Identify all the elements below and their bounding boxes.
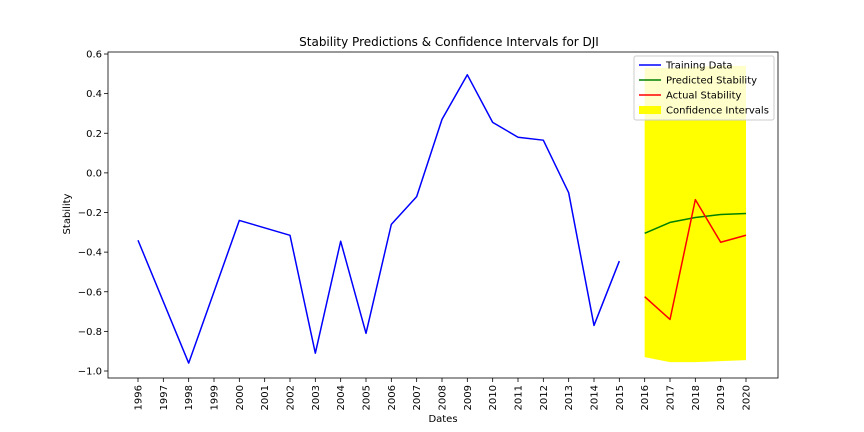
- x-tick-label: 2002: [286, 385, 297, 410]
- series-line-predicted-stability: [644, 212, 747, 234]
- confidence-interval-band: [644, 65, 746, 363]
- y-tick-label: 0.0: [86, 168, 102, 179]
- y-tick-label: −0.8: [78, 327, 102, 338]
- legend-label: Actual Stability: [666, 91, 742, 102]
- x-tick-label: 1998: [184, 385, 195, 410]
- plot-frame: [107, 51, 779, 379]
- x-tick-label: 1997: [159, 385, 170, 410]
- chart-title: Stability Predictions & Confidence Inter…: [299, 35, 599, 49]
- legend-box: [633, 55, 775, 121]
- x-tick-label: 2004: [336, 385, 347, 410]
- x-tick-label: 2003: [311, 385, 322, 410]
- x-tick-label: 2000: [235, 385, 246, 410]
- y-tick-label: −0.2: [78, 208, 102, 219]
- x-tick-label: 2006: [387, 385, 398, 410]
- x-tick-label: 1996: [134, 385, 145, 410]
- legend-label: Confidence Intervals: [666, 106, 769, 117]
- x-tick-label: 2007: [412, 385, 423, 410]
- x-tick-label: 2011: [514, 385, 525, 410]
- y-tick-label: −0.4: [78, 248, 102, 259]
- series-line-actual-stability: [644, 198, 747, 321]
- x-tick-label: 2009: [463, 385, 474, 410]
- y-tick-label: −1.0: [78, 367, 102, 378]
- y-tick-label: 0.2: [86, 129, 102, 140]
- series-line-training-data: [137, 74, 621, 364]
- x-tick-label: 2016: [640, 385, 651, 410]
- x-tick-label: 2005: [362, 385, 373, 410]
- y-tick-label: 0.6: [86, 50, 102, 61]
- legend-label: Training Data: [665, 61, 733, 72]
- x-tick-label: 2015: [615, 385, 626, 410]
- x-tick-label: 2010: [488, 385, 499, 410]
- x-tick-label: 2020: [742, 385, 753, 410]
- y-tick-label: 0.4: [86, 89, 102, 100]
- x-tick-label: 2018: [691, 385, 702, 410]
- legend-label: Predicted Stability: [666, 76, 757, 87]
- x-tick-label: 1999: [210, 385, 221, 410]
- x-axis-label: Dates: [428, 414, 457, 425]
- y-tick-label: −0.6: [78, 287, 102, 298]
- legend: Training Data Predicted Stability Actual S…: [633, 55, 775, 121]
- x-tick-label: 2019: [716, 385, 727, 410]
- x-tick-label: 2014: [590, 385, 601, 410]
- x-tick-label: 2013: [564, 385, 575, 410]
- legend-swatch-patch: [639, 106, 661, 114]
- x-tick-label: 2017: [666, 385, 677, 410]
- x-tick-label: 2001: [260, 385, 271, 410]
- x-tick-label: 2008: [438, 385, 449, 410]
- x-tick-label: 2012: [539, 385, 550, 410]
- y-axis-label: Stability: [62, 193, 73, 234]
